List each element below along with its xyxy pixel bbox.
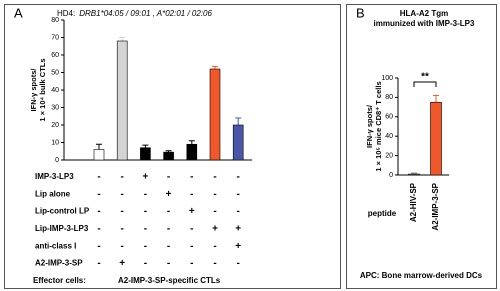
condition-sign: - xyxy=(167,224,170,235)
condition-label: A2-IMP-3-SP xyxy=(35,259,83,268)
condition-sign: - xyxy=(144,258,147,269)
condition-sign: - xyxy=(97,258,100,269)
panel-b-frame xyxy=(346,4,497,289)
y-tick-label: 40 xyxy=(51,87,59,94)
bar xyxy=(430,101,442,176)
y-tick-label: 100 xyxy=(381,75,393,82)
condition-sign: - xyxy=(237,206,240,217)
y-tick-label: 0 xyxy=(389,172,393,179)
subtitle-part: DRB1*04:05 / 09:01 , A*02:01 / 02:06 xyxy=(79,9,212,18)
condition-sign: + xyxy=(142,172,148,183)
bar xyxy=(408,173,420,176)
significance-label: ** xyxy=(421,72,429,83)
condition-sign: - xyxy=(97,172,100,183)
condition-sign: - xyxy=(237,172,240,183)
y-tick-label: 0 xyxy=(55,157,59,164)
subtitle-part: HD4: xyxy=(57,9,75,18)
y-axis-label: IFN-γ spots/ xyxy=(29,68,38,112)
condition-sign: - xyxy=(121,172,124,183)
x-tick-label: A2-IMP-3-SP xyxy=(431,182,440,230)
y-tick-label: 10 xyxy=(51,139,59,146)
condition-sign: - xyxy=(97,189,100,200)
y-tick-label: 60 xyxy=(385,114,393,121)
condition-sign: + xyxy=(235,241,241,252)
panel-a-frame xyxy=(4,4,341,289)
condition-sign: - xyxy=(213,241,216,252)
y-tick-label: 30 xyxy=(51,104,59,111)
x-axis-label: peptide xyxy=(368,209,397,218)
condition-sign: - xyxy=(213,189,216,200)
condition-sign: - xyxy=(237,258,240,269)
bar xyxy=(163,151,174,161)
bar xyxy=(93,149,105,161)
chart-title: immunized with IMP-3-LP3 xyxy=(374,19,475,28)
condition-sign: - xyxy=(144,189,147,200)
condition-label: anti-class I xyxy=(35,241,76,250)
x-tick-label: A2-HIV-SP xyxy=(409,182,418,222)
y-tick-label: 80 xyxy=(385,94,393,101)
condition-sign: - xyxy=(97,241,100,252)
condition-sign: + xyxy=(235,224,241,235)
condition-label: Lip alone xyxy=(35,189,71,198)
footer-value: A2-IMP-3-SP-specific CTLs xyxy=(118,276,221,285)
y-axis-label: 1 × 10⁴ bulk CTLs xyxy=(38,58,47,121)
condition-sign: - xyxy=(190,189,193,200)
condition-sign: - xyxy=(213,206,216,217)
bar xyxy=(209,68,221,161)
y-tick-label: 80 xyxy=(51,17,59,24)
y-tick-label: 70 xyxy=(51,34,59,41)
significance-bracket xyxy=(413,81,437,87)
condition-sign: - xyxy=(167,172,170,183)
condition-sign: - xyxy=(167,258,170,269)
condition-sign: - xyxy=(190,241,193,252)
y-tick-label: 20 xyxy=(51,122,59,129)
condition-label: Lip-IMP-3-LP3 xyxy=(35,224,89,233)
panel-letter: A xyxy=(14,5,23,20)
condition-sign: + xyxy=(119,258,125,269)
chart-title: HLA-A2 Tgm xyxy=(400,9,448,18)
condition-sign: - xyxy=(121,206,124,217)
condition-sign: - xyxy=(167,206,170,217)
condition-sign: - xyxy=(167,241,170,252)
footer: APC: Bone marrow-derived DCs xyxy=(360,271,483,280)
y-tick-label: 60 xyxy=(51,52,59,59)
condition-sign: - xyxy=(190,172,193,183)
y-tick-label: 20 xyxy=(385,152,393,159)
bar xyxy=(232,124,244,161)
condition-sign: - xyxy=(121,224,124,235)
condition-label: Lip-control LP xyxy=(35,207,90,216)
condition-sign: - xyxy=(237,189,240,200)
condition-sign: + xyxy=(212,224,218,235)
condition-sign: - xyxy=(190,258,193,269)
condition-sign: - xyxy=(213,172,216,183)
bar xyxy=(116,40,128,161)
condition-sign: - xyxy=(97,206,100,217)
condition-sign: - xyxy=(144,224,147,235)
subtitle: HD4: DRB1*04:05 / 09:01 , A*02:01 / 02:06 xyxy=(57,9,212,18)
condition-sign: + xyxy=(166,189,172,200)
condition-sign: - xyxy=(190,224,193,235)
condition-sign: - xyxy=(144,241,147,252)
condition-label: IMP-3-LP3 xyxy=(35,172,74,181)
y-tick-label: 40 xyxy=(385,133,393,140)
y-axis-label: IFN-γ spots/ xyxy=(365,104,374,148)
bar xyxy=(140,147,151,161)
panel-letter: B xyxy=(356,5,365,20)
condition-sign: - xyxy=(121,189,124,200)
y-tick-label: 50 xyxy=(51,69,59,76)
bar xyxy=(186,143,198,161)
condition-sign: - xyxy=(213,258,216,269)
condition-sign: - xyxy=(144,206,147,217)
y-axis-label: 1 × 10⁵ mice CD8⁺ T cells xyxy=(374,81,383,171)
condition-sign: - xyxy=(97,224,100,235)
condition-sign: + xyxy=(189,206,195,217)
footer-label: Effector cells: xyxy=(33,276,86,285)
condition-sign: - xyxy=(121,241,124,252)
